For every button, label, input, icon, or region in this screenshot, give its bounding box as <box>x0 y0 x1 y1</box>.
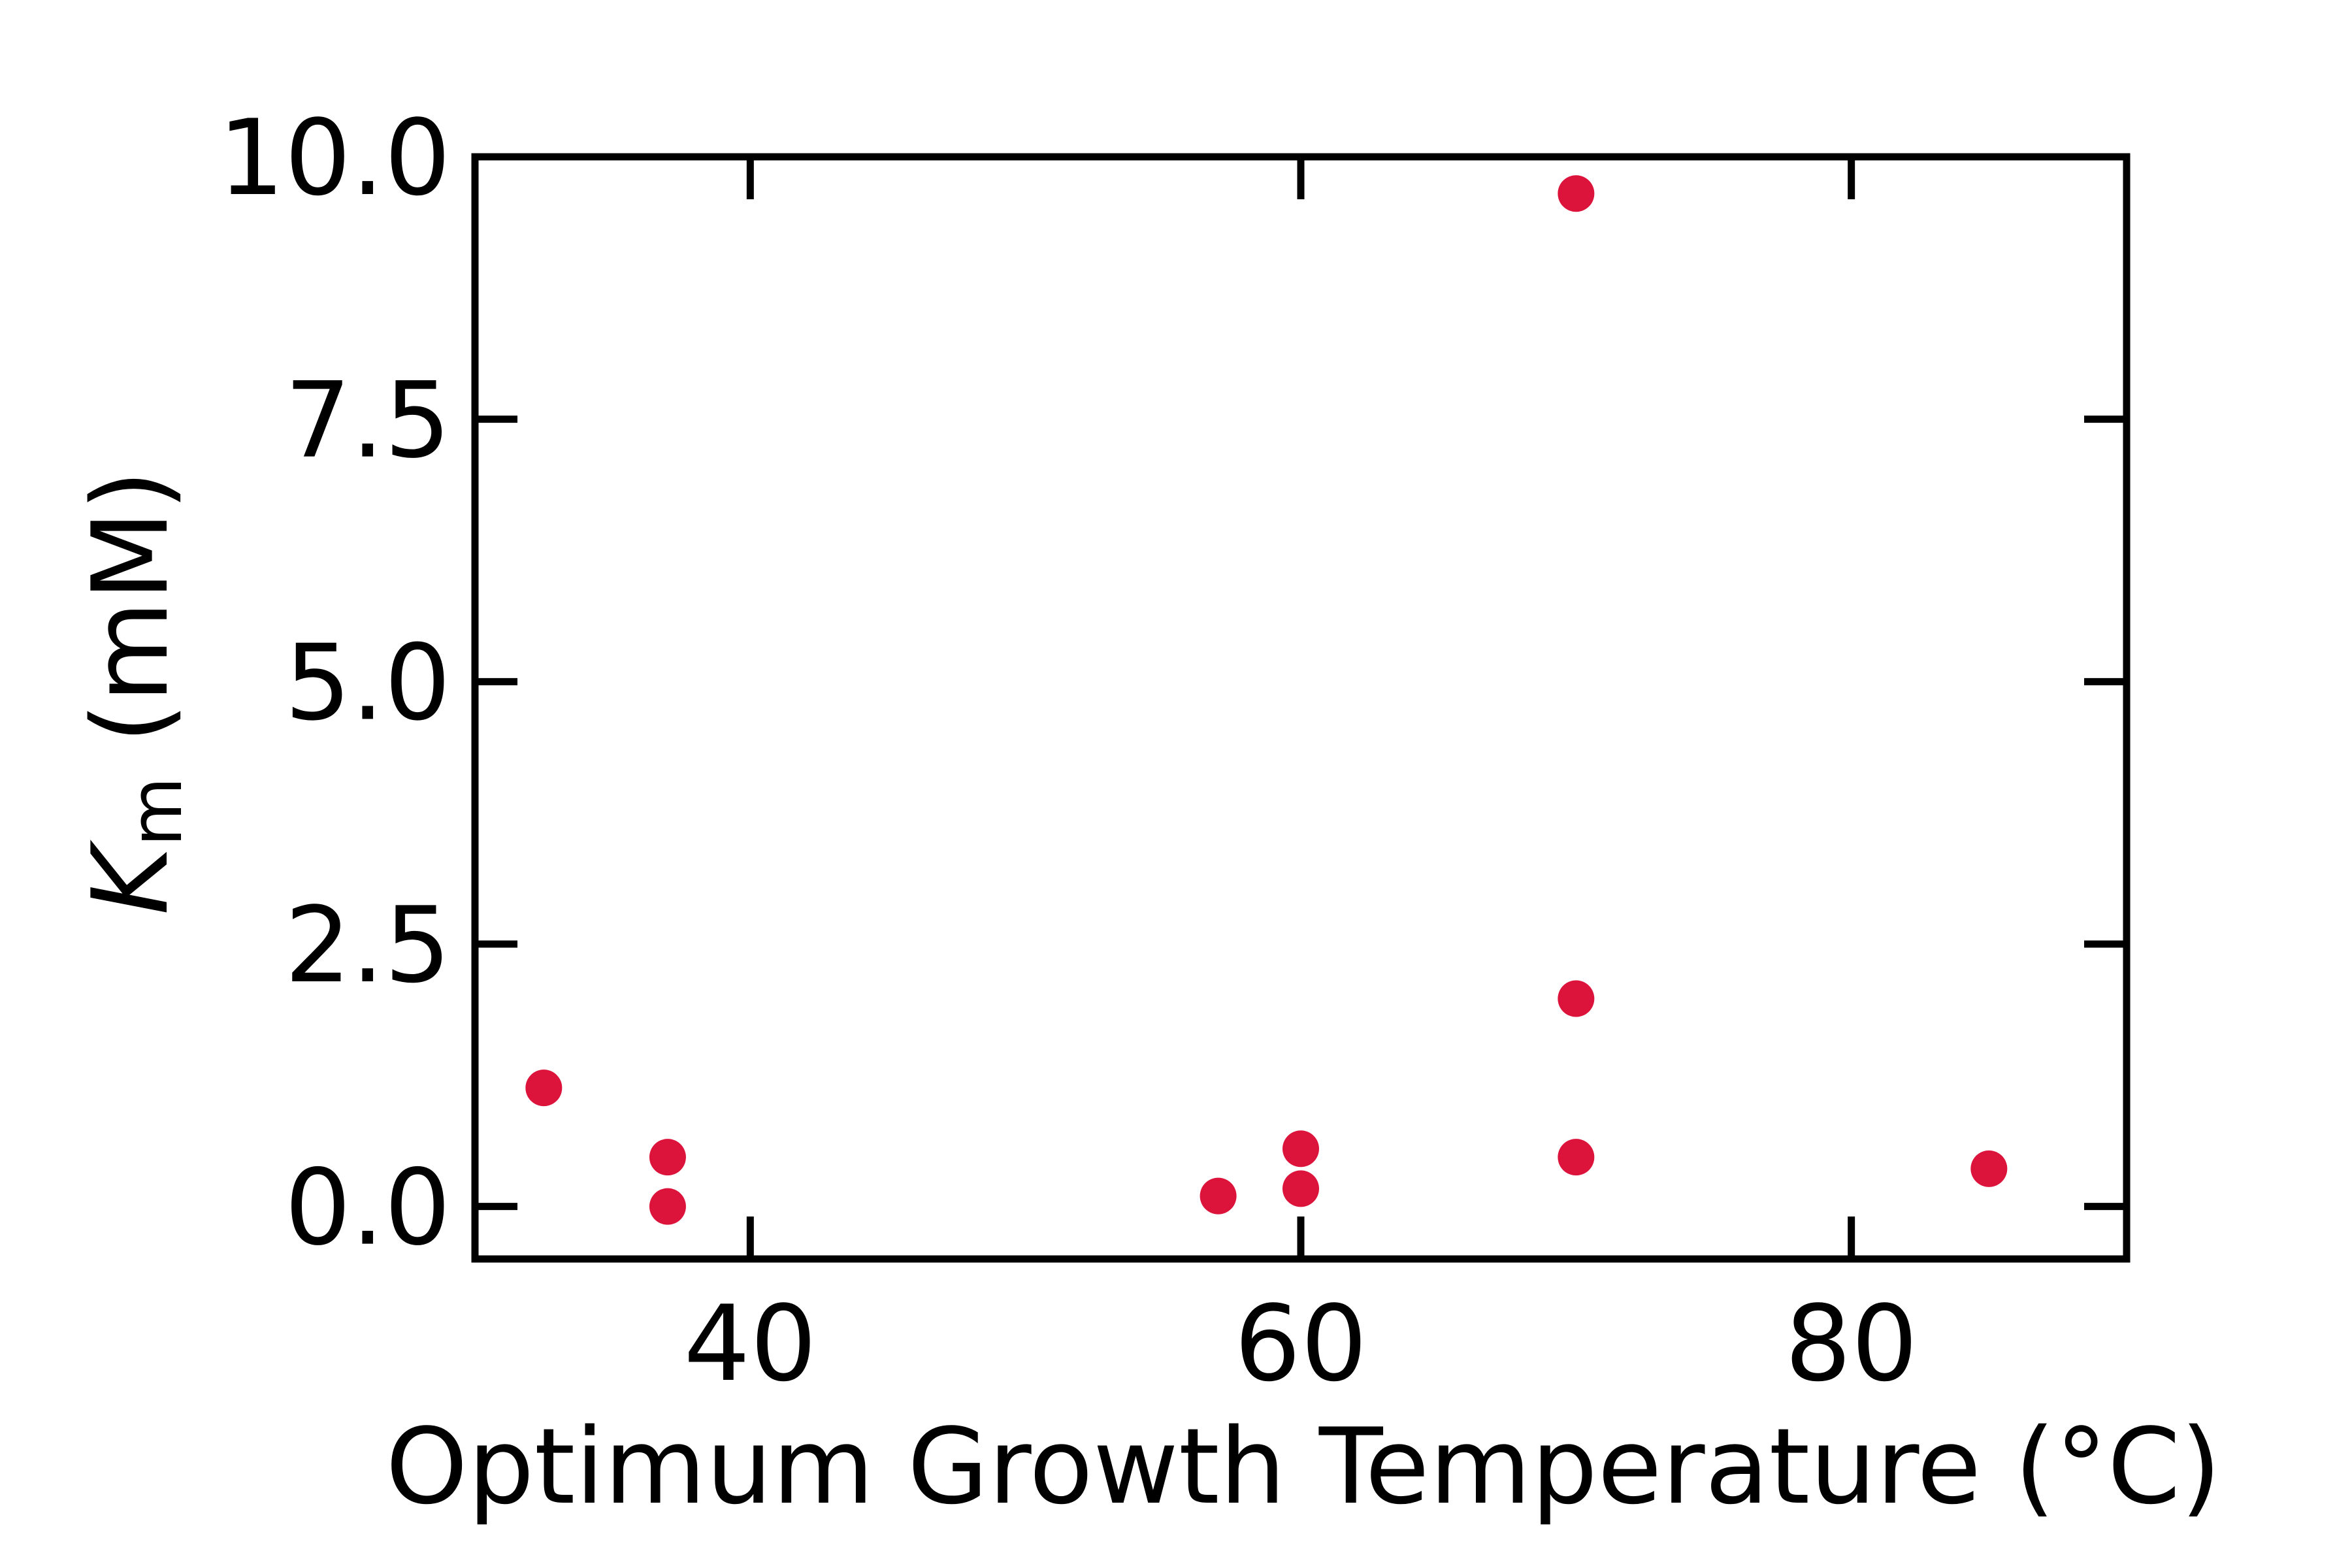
data-point <box>1558 175 1595 212</box>
tick-labels: 40 60 80 0.0 2.5 5.0 7.5 10.0 <box>218 97 1918 1405</box>
data-point <box>649 1188 686 1225</box>
x-tick-label: 80 <box>1785 1282 1918 1405</box>
plot-frame <box>471 153 2131 1263</box>
data-point <box>1282 1170 1319 1207</box>
x-tick-label: 60 <box>1234 1282 1367 1405</box>
data-point <box>1200 1177 1237 1215</box>
data-point <box>1558 1139 1595 1176</box>
y-tick-label: 2.5 <box>285 884 451 1006</box>
y-axis-symbol: K <box>69 840 191 915</box>
y-tick-label: 10.0 <box>218 97 451 219</box>
data-point <box>1282 1130 1319 1168</box>
data-point <box>649 1139 686 1176</box>
data-point <box>1970 1150 2008 1187</box>
y-tick-label: 7.5 <box>285 359 451 482</box>
y-tick-label: 0.0 <box>285 1147 451 1269</box>
x-tick-label: 40 <box>684 1282 817 1405</box>
data-point <box>525 1070 563 1107</box>
x-axis-label: Optimum Growth Temperature (°C) <box>385 1405 2221 1527</box>
ticks-layer <box>475 153 2127 1259</box>
data-point <box>1558 980 1595 1017</box>
y-axis-label: Km (mM) <box>69 470 198 915</box>
y-tick-label: 5.0 <box>285 621 451 743</box>
y-axis-subscript: m <box>114 777 198 847</box>
y-axis-unit: (mM) <box>69 470 191 777</box>
data-points <box>525 175 2008 1225</box>
